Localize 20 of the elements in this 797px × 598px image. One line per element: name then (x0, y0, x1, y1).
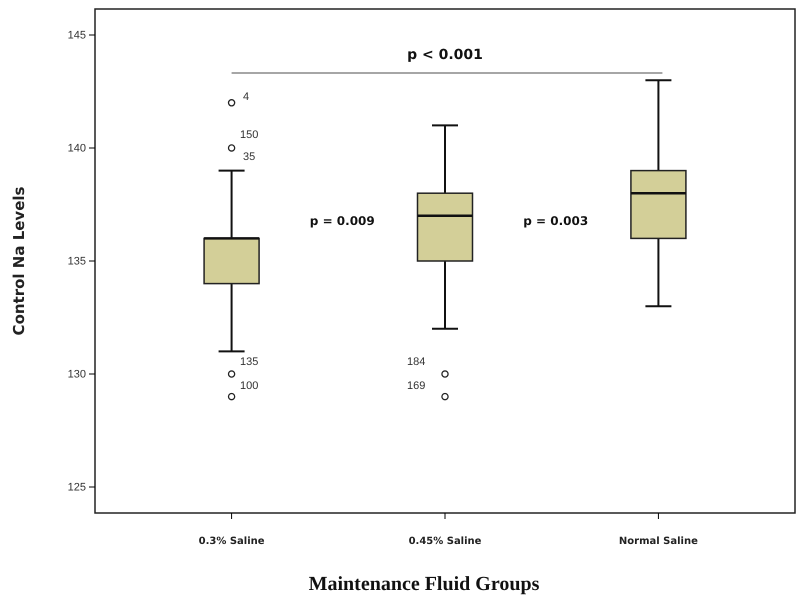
y-tick-label: 130 (68, 368, 86, 381)
y-tick-label: 135 (68, 256, 86, 268)
annotation: 150 (240, 129, 258, 141)
annotation: p < 0.001 (407, 47, 483, 63)
annotation: 4 (243, 91, 250, 103)
y-tick-label: 145 (68, 30, 86, 42)
annotation: 169 (407, 380, 426, 392)
y-axis-title: Control Na Levels (10, 186, 28, 336)
annotation: p = 0.009 (310, 214, 375, 228)
y-tick-label: 125 (68, 482, 86, 494)
x-tick-label: 0.45% Saline (408, 536, 482, 548)
annotation: 184 (407, 356, 426, 368)
annotation: 100 (240, 380, 258, 392)
annotation: 35 (243, 151, 256, 163)
x-tick-label: Normal Saline (618, 536, 698, 548)
x-tick-label: 0.3% Saline (198, 536, 265, 548)
annotation: 135 (240, 356, 258, 368)
annotation: p = 0.003 (523, 214, 588, 228)
x-axis-title: Maintenance Fluid Groups (308, 573, 540, 595)
y-tick-label: 140 (68, 142, 86, 155)
